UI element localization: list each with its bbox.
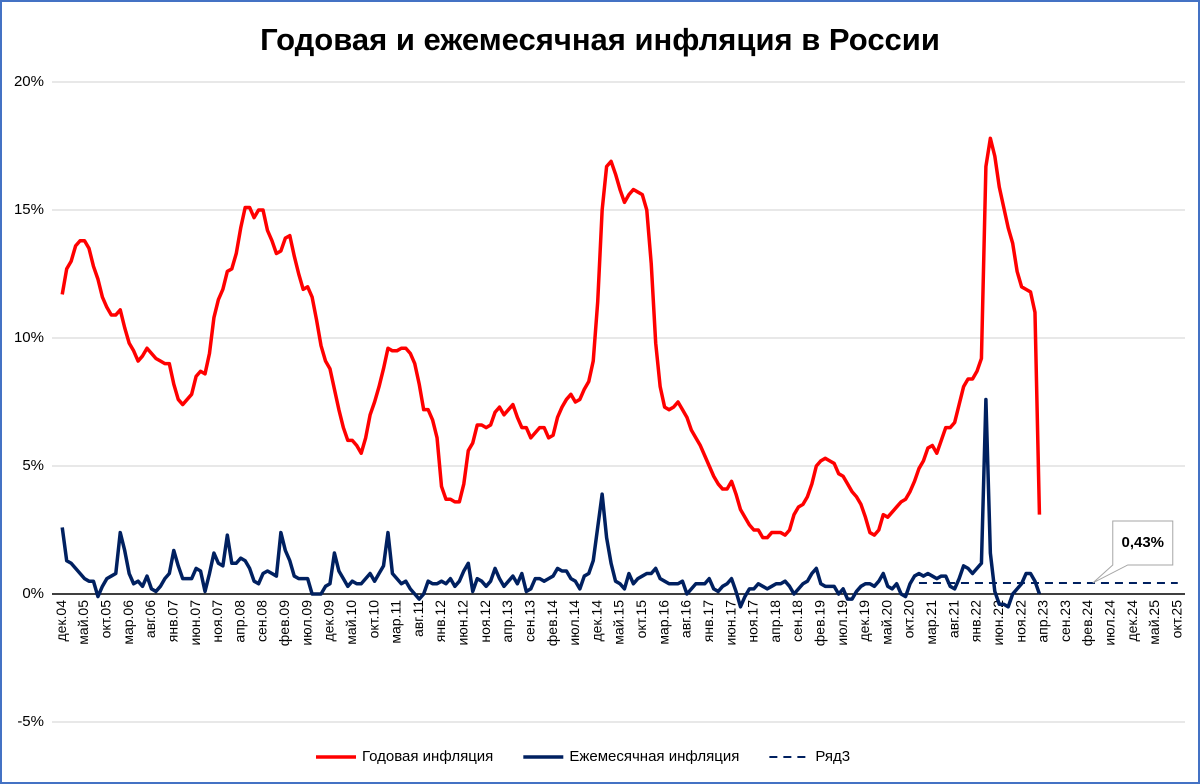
x-tick-label: авг.16: [678, 600, 694, 638]
x-tick-label: дек.04: [53, 600, 69, 642]
x-tick-label: июл.24: [1102, 600, 1118, 646]
x-tick-label: июн.17: [722, 600, 738, 646]
y-tick-label: -5%: [17, 713, 44, 730]
x-tick-label: июл.09: [298, 600, 314, 646]
x-tick-label: дек.09: [321, 600, 337, 642]
x-tick-label: июн.12: [455, 600, 471, 646]
x-tick-label: сен.23: [1057, 600, 1073, 642]
x-tick-label: окт.10: [365, 600, 381, 639]
x-tick-label: окт.20: [901, 600, 917, 639]
x-tick-label: фев.24: [1079, 600, 1095, 646]
chart-title: Годовая и ежемесячная инфляция в России: [260, 22, 940, 57]
x-tick-label: дек.19: [856, 600, 872, 642]
legend-label: Годовая инфляция: [362, 748, 493, 765]
x-tick-label: июл.19: [834, 600, 850, 646]
y-tick-label: 10%: [14, 329, 44, 346]
x-tick-label: окт.25: [1168, 600, 1184, 639]
x-tick-label: май.25: [1146, 600, 1162, 645]
legend-label: Ежемесячная инфляция: [569, 748, 739, 765]
x-tick-label: дек.14: [588, 600, 604, 642]
x-tick-label: ноя.12: [477, 600, 493, 643]
x-tick-label: янв.17: [700, 600, 716, 642]
annotation-callout: [1092, 520, 1174, 584]
y-tick-label: 5%: [22, 457, 44, 474]
x-tick-label: авг.21: [945, 600, 961, 638]
x-tick-label: мар.16: [655, 600, 671, 645]
x-tick-label: июн.22: [990, 600, 1006, 646]
y-tick-label: 0%: [22, 585, 44, 602]
x-tick-label: апр.13: [499, 600, 515, 643]
x-tick-label: янв.22: [968, 600, 984, 642]
series-line: [60, 136, 1042, 540]
x-tick-label: дек.24: [1124, 600, 1140, 642]
x-tick-label: май.20: [878, 600, 894, 645]
x-tick-label: сен.18: [789, 600, 805, 642]
x-tick-label: авг.11: [410, 600, 426, 637]
x-tick-label: апр.23: [1035, 600, 1051, 643]
y-tick-label: 20%: [14, 73, 44, 90]
x-tick-label: ноя.07: [209, 600, 225, 643]
x-tick-label: фев.14: [544, 600, 560, 646]
x-tick-label: июн.07: [187, 600, 203, 646]
x-tick-label: мар.21: [923, 600, 939, 645]
x-tick-label: ноя.22: [1012, 600, 1028, 643]
x-tick-label: мар.11: [388, 600, 404, 644]
series-line: [60, 397, 1042, 609]
x-tick-label: мар.06: [120, 600, 136, 645]
y-tick-label: 15%: [14, 201, 44, 218]
x-tick-label: фев.19: [811, 600, 827, 646]
annotation: 0,43%: [1121, 534, 1164, 551]
x-tick-label: май.15: [611, 600, 627, 645]
x-tick-label: авг.06: [142, 600, 158, 638]
x-tick-label: ноя.17: [745, 600, 761, 643]
x-tick-label: апр.08: [231, 600, 247, 643]
x-tick-label: июл.14: [566, 600, 582, 646]
x-tick-label: май.05: [75, 600, 91, 645]
x-tick-label: май.10: [343, 600, 359, 645]
x-tick-label: сен.08: [254, 600, 270, 642]
x-tick-label: окт.15: [633, 600, 649, 639]
x-tick-label: окт.05: [98, 600, 114, 639]
x-tick-label: фев.09: [276, 600, 292, 646]
x-tick-label: янв.07: [164, 600, 180, 642]
x-tick-label: сен.13: [521, 600, 537, 642]
x-tick-label: апр.18: [767, 600, 783, 643]
x-tick-label: янв.12: [432, 600, 448, 642]
legend-label: Ряд3: [815, 748, 850, 765]
